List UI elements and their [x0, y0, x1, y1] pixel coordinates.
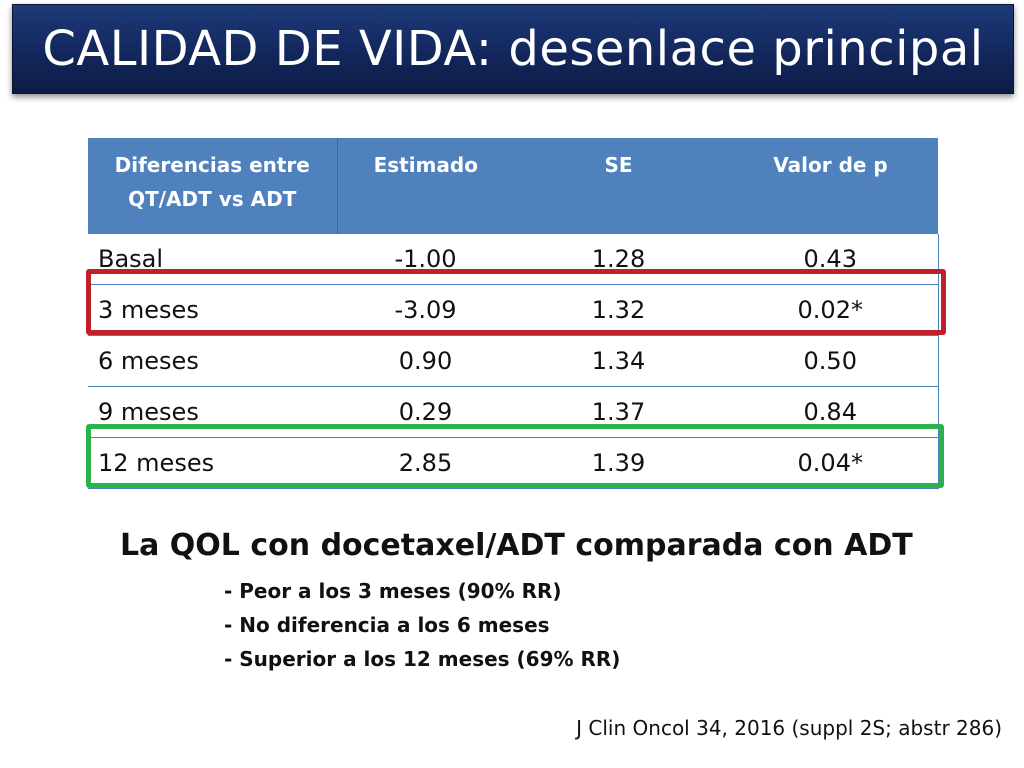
estimate-cell: 2.85	[337, 437, 514, 489]
column-header-p-value: Valor de p	[723, 138, 938, 234]
row-label: 9 meses	[88, 386, 337, 438]
se-cell: 1.39	[514, 437, 723, 489]
table-header-row: Diferencias entre QT/ADT vs ADT Estimado…	[88, 138, 938, 234]
estimate-cell: 0.29	[337, 386, 514, 438]
column-header-comparison: Diferencias entre QT/ADT vs ADT	[88, 138, 338, 234]
results-table: Diferencias entre QT/ADT vs ADT Estimado…	[88, 138, 939, 489]
summary-point: - No diferencia a los 6 meses	[224, 613, 550, 637]
row-label: 3 meses	[88, 284, 337, 336]
p-value-cell: 0.02*	[723, 284, 939, 336]
citation: J Clin Oncol 34, 2016 (suppl 2S; abstr 2…	[576, 716, 1002, 740]
estimate-cell: -3.09	[337, 284, 514, 336]
table-row: Basal -1.00 1.28 0.43	[88, 234, 939, 285]
highlight-box-12-meses	[86, 424, 944, 488]
column-header-estimate: Estimado	[337, 138, 514, 234]
highlight-box-3-meses	[86, 269, 946, 335]
se-cell: 1.28	[514, 234, 723, 285]
p-value-cell: 0.50	[723, 335, 939, 387]
estimate-cell: 0.90	[337, 335, 514, 387]
se-cell: 1.37	[514, 386, 723, 438]
estimate-cell: -1.00	[337, 234, 514, 285]
p-value-cell: 0.84	[723, 386, 939, 438]
row-label: 6 meses	[88, 335, 337, 387]
p-value-cell: 0.04*	[723, 437, 939, 489]
summary-point: - Peor a los 3 meses (90% RR)	[224, 579, 562, 603]
table-row: 9 meses 0.29 1.37 0.84	[88, 386, 939, 438]
table-row: 12 meses 2.85 1.39 0.04*	[88, 437, 939, 489]
row-label: Basal	[88, 234, 337, 285]
table-row: 3 meses -3.09 1.32 0.02*	[88, 284, 939, 336]
summary-heading: La QOL con docetaxel/ADT comparada con A…	[120, 528, 913, 563]
se-cell: 1.32	[514, 284, 723, 336]
se-cell: 1.34	[514, 335, 723, 387]
table-row: 6 meses 0.90 1.34 0.50	[88, 335, 939, 387]
row-label: 12 meses	[88, 437, 337, 489]
title-bar: CALIDAD DE VIDA: desenlace principal	[12, 4, 1014, 94]
summary-point: - Superior a los 12 meses (69% RR)	[224, 647, 621, 671]
p-value-cell: 0.43	[723, 234, 939, 285]
summary-list: - Peor a los 3 meses (90% RR) - No difer…	[224, 574, 620, 676]
column-header-se: SE	[514, 138, 723, 234]
slide-title: CALIDAD DE VIDA: desenlace principal	[42, 21, 984, 77]
